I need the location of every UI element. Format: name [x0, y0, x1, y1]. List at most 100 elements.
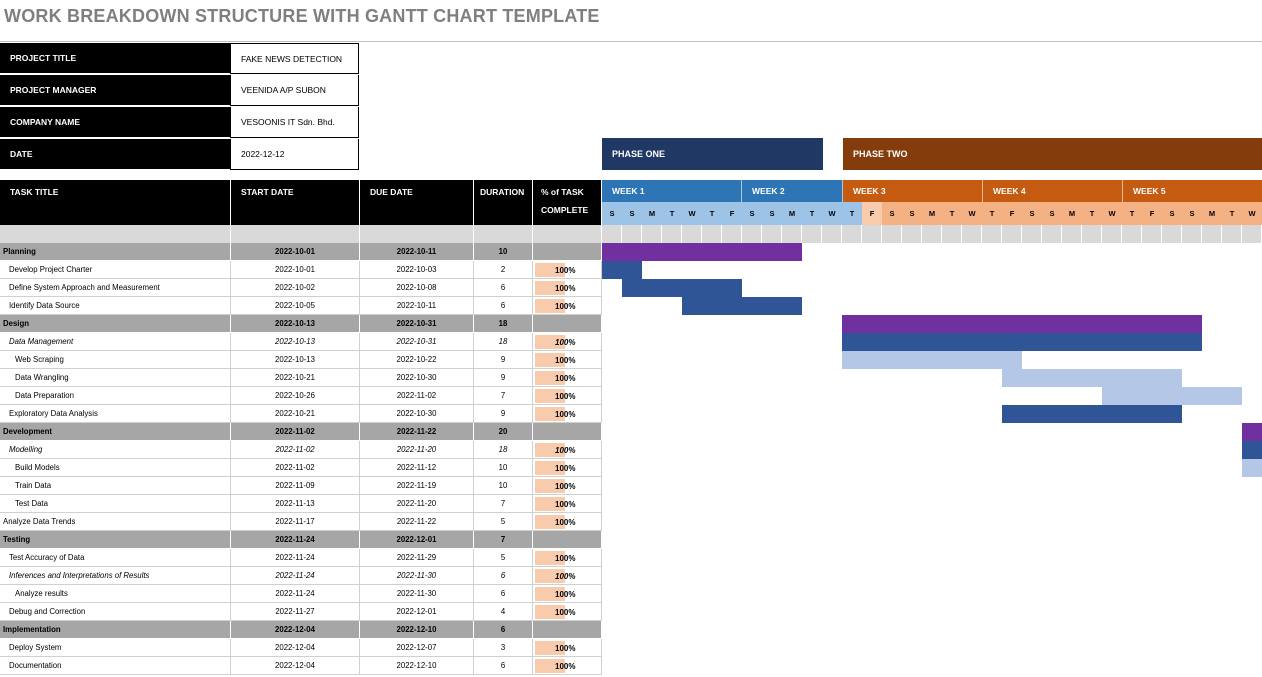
- task-row[interactable]: Data Management 2022-10-13 2022-10-31 18 100…: [0, 333, 602, 351]
- gantt-spacer-cell: [682, 225, 702, 243]
- header-start-date[interactable]: START DATE: [231, 180, 360, 225]
- phase-row[interactable]: Testing 2022-11-24 2022-12-01 7: [0, 531, 602, 549]
- task-row[interactable]: Inferences and Interpretations of Result…: [0, 567, 602, 585]
- gantt-spacer-cell: [1242, 225, 1262, 243]
- task-row[interactable]: Documentation 2022-12-04 2022-12-10 6 100%: [0, 657, 602, 675]
- day-header: W: [1102, 202, 1122, 225]
- due-date-cell: 2022-12-10: [360, 621, 474, 639]
- duration-cell: 20: [474, 423, 533, 441]
- start-date-cell: 2022-11-17: [231, 513, 360, 531]
- pct-complete-cell: 100%: [533, 639, 602, 657]
- due-date-cell: 2022-10-11: [360, 243, 474, 261]
- header-duration[interactable]: DURATION: [474, 180, 533, 225]
- gantt-bar[interactable]: [1242, 423, 1262, 441]
- gantt-bar[interactable]: [1102, 387, 1242, 405]
- task-row[interactable]: Deploy System 2022-12-04 2022-12-07 3 100%: [0, 639, 602, 657]
- pct-complete-cell: 100%: [533, 387, 602, 405]
- phase-row[interactable]: Design 2022-10-13 2022-10-31 18: [0, 315, 602, 333]
- gantt-bar[interactable]: [842, 333, 1202, 351]
- gantt-bar[interactable]: [622, 279, 742, 297]
- day-header: T: [942, 202, 962, 225]
- gantt-bar[interactable]: [842, 351, 1022, 369]
- header-task-title[interactable]: TASK TITLE: [0, 180, 231, 225]
- pct-complete-cell: 100%: [533, 513, 602, 531]
- gantt-bar[interactable]: [1242, 441, 1262, 459]
- pct-complete-value: 100%: [555, 496, 575, 513]
- pct-complete-cell: 100%: [533, 549, 602, 567]
- task-row[interactable]: Develop Project Charter 2022-10-01 2022-10…: [0, 261, 602, 279]
- start-date-cell: 2022-10-02: [231, 279, 360, 297]
- day-header: S: [1182, 202, 1202, 225]
- task-row[interactable]: Exploratory Data Analysis 2022-10-21 2022-…: [0, 405, 602, 423]
- gantt-bar[interactable]: [602, 243, 802, 261]
- pct-complete-cell: 100%: [533, 261, 602, 279]
- gantt-spacer-cell: [782, 225, 802, 243]
- pct-complete-cell: 100%: [533, 477, 602, 495]
- pct-complete-cell: 100%: [533, 405, 602, 423]
- task-row[interactable]: Test Data 2022-11-13 2022-11-20 7 100%: [0, 495, 602, 513]
- due-date-cell: 2022-11-22: [360, 423, 474, 441]
- day-header: M: [922, 202, 942, 225]
- header-pct-complete[interactable]: % of TASK COMPLETE: [533, 180, 602, 225]
- task-row[interactable]: Analyze results 2022-11-24 2022-11-30 6 100%: [0, 585, 602, 603]
- phase-row[interactable]: Development 2022-11-02 2022-11-22 20: [0, 423, 602, 441]
- task-title-cell: Implementation: [0, 621, 231, 639]
- phase-row[interactable]: Planning 2022-10-01 2022-10-11 10: [0, 243, 602, 261]
- task-row[interactable]: Identify Data Source 2022-10-05 2022-10-11…: [0, 297, 602, 315]
- duration-cell: 9: [474, 351, 533, 369]
- duration-cell: 6: [474, 621, 533, 639]
- duration-cell: 18: [474, 333, 533, 351]
- duration-cell: 10: [474, 477, 533, 495]
- pct-complete-value: 100%: [555, 406, 575, 423]
- day-header: S: [882, 202, 902, 225]
- start-date-cell: 2022-10-21: [231, 405, 360, 423]
- task-row[interactable]: Web Scraping 2022-10-13 2022-10-22 9 100%: [0, 351, 602, 369]
- pct-complete-cell: 100%: [533, 279, 602, 297]
- pct-complete-value: 100%: [555, 370, 575, 387]
- task-row[interactable]: Debug and Correction 2022-11-27 2022-12-01…: [0, 603, 602, 621]
- header-duration-label: DURATION: [480, 187, 524, 197]
- task-row[interactable]: Define System Approach and Measurement 20…: [0, 279, 602, 297]
- gantt-bar[interactable]: [842, 315, 1202, 333]
- pct-complete-cell: 100%: [533, 567, 602, 585]
- due-date-cell: 2022-11-30: [360, 567, 474, 585]
- info-value[interactable]: FAKE NEWS DETECTION: [230, 43, 359, 74]
- task-row[interactable]: Modelling 2022-11-02 2022-11-20 18 100%: [0, 441, 602, 459]
- duration-cell: 9: [474, 369, 533, 387]
- duration-cell: 5: [474, 549, 533, 567]
- task-row[interactable]: Analyze Data Trends 2022-11-17 2022-11-22 5…: [0, 513, 602, 531]
- pct-complete-value: 100%: [555, 604, 575, 621]
- task-row[interactable]: Data Preparation 2022-10-26 2022-11-02 7 100…: [0, 387, 602, 405]
- task-title-cell: Train Data: [0, 477, 231, 495]
- gantt-spacer-cell: [842, 225, 862, 243]
- gantt-bar[interactable]: [682, 297, 802, 315]
- task-row[interactable]: Build Models 2022-11-02 2022-11-12 10 100%: [0, 459, 602, 477]
- gantt-bar[interactable]: [602, 261, 642, 279]
- header-due-date[interactable]: DUE DATE: [360, 180, 474, 225]
- info-value[interactable]: VESOONIS IT Sdn. Bhd.: [230, 107, 359, 138]
- phase-row[interactable]: Implementation 2022-12-04 2022-12-10 6: [0, 621, 602, 639]
- gantt-bar[interactable]: [1242, 459, 1262, 477]
- due-date-cell: 2022-12-07: [360, 639, 474, 657]
- task-title-cell: Design: [0, 315, 231, 333]
- duration-cell: 6: [474, 279, 533, 297]
- gantt-spacer-cell: [602, 225, 622, 243]
- gantt-bar[interactable]: [1002, 405, 1182, 423]
- duration-cell: 6: [474, 297, 533, 315]
- pct-complete-cell: 100%: [533, 369, 602, 387]
- info-value[interactable]: 2022-12-12: [230, 139, 359, 170]
- pct-complete-value: 100%: [555, 640, 575, 657]
- start-date-cell: 2022-11-09: [231, 477, 360, 495]
- gantt-spacer-cell: [762, 225, 782, 243]
- task-row[interactable]: Train Data 2022-11-09 2022-11-19 10 100%: [0, 477, 602, 495]
- day-header: F: [1002, 202, 1022, 225]
- due-date-cell: 2022-10-31: [360, 333, 474, 351]
- start-date-cell: 2022-11-02: [231, 441, 360, 459]
- start-date-cell: 2022-12-04: [231, 621, 360, 639]
- task-row[interactable]: Data Wrangling 2022-10-21 2022-10-30 9 100%: [0, 369, 602, 387]
- info-value[interactable]: VEENIDA A/P SUBON: [230, 75, 359, 106]
- start-date-cell: 2022-11-24: [231, 585, 360, 603]
- gantt-bar[interactable]: [1002, 369, 1182, 387]
- pct-complete-cell: [533, 315, 602, 333]
- task-row[interactable]: Test Accuracy of Data 2022-11-24 2022-11-2…: [0, 549, 602, 567]
